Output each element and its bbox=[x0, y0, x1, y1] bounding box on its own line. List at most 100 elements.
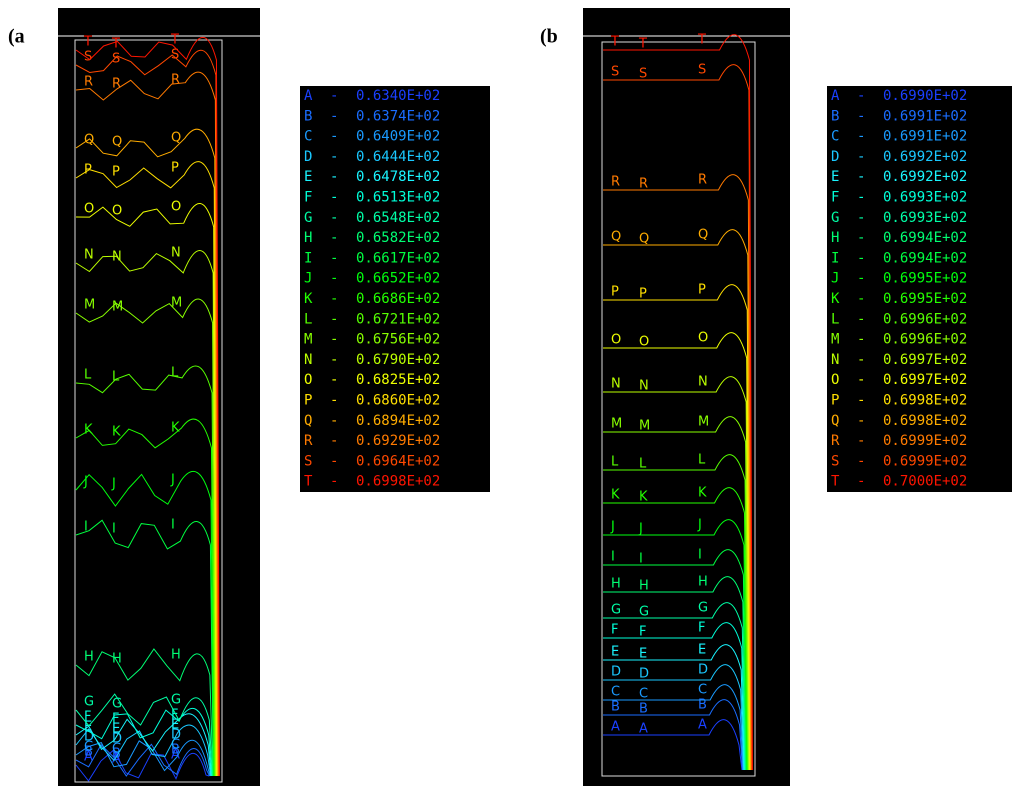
contour-label: C bbox=[698, 683, 707, 698]
legend-background bbox=[300, 86, 490, 492]
legend-value: 0.6992E+02 bbox=[883, 149, 967, 165]
contour-line bbox=[75, 648, 214, 777]
legend-dash: - bbox=[330, 291, 338, 307]
contour-label: F bbox=[698, 621, 705, 636]
legend-dash: - bbox=[330, 149, 338, 165]
contour-label: E bbox=[171, 718, 179, 733]
legend-letter: Q bbox=[831, 413, 839, 429]
legend-value: 0.6860E+02 bbox=[356, 393, 440, 409]
contour-label: I bbox=[639, 552, 643, 567]
legend-dash: - bbox=[330, 190, 338, 206]
legend-letter: H bbox=[831, 230, 839, 246]
contour-line bbox=[75, 298, 217, 777]
contour-line bbox=[75, 365, 216, 777]
legend-dash: - bbox=[330, 108, 338, 124]
legend-value: 0.6756E+02 bbox=[356, 332, 440, 348]
legend-letter: L bbox=[831, 311, 839, 327]
contour-label: H bbox=[611, 577, 621, 592]
legend-value: 0.6721E+02 bbox=[356, 311, 440, 327]
contour-label: H bbox=[698, 575, 708, 590]
legend-letter: D bbox=[831, 149, 839, 165]
legend-value: 0.6998E+02 bbox=[356, 474, 440, 490]
contour-line bbox=[75, 203, 218, 777]
legend-dash: - bbox=[330, 250, 338, 266]
contour-label: P bbox=[611, 285, 619, 300]
contour-line bbox=[603, 519, 748, 771]
legend-value: 0.6825E+02 bbox=[356, 372, 440, 388]
panel-label: (b bbox=[540, 26, 558, 48]
contour-label: T bbox=[697, 33, 706, 48]
contour-label: S bbox=[639, 67, 647, 82]
contour-label: Q bbox=[698, 228, 708, 243]
contour-label: S bbox=[171, 48, 179, 63]
legend-dash: - bbox=[857, 169, 865, 185]
legend-value: 0.6991E+02 bbox=[883, 108, 967, 124]
contour-label: C bbox=[171, 738, 180, 753]
contour-line bbox=[75, 470, 215, 777]
contour-label: A bbox=[611, 720, 620, 735]
contour-label: E bbox=[611, 645, 619, 660]
contour-label: D bbox=[171, 728, 181, 743]
contour-line bbox=[603, 644, 745, 771]
legend-dash: - bbox=[857, 453, 865, 469]
legend-dash: - bbox=[857, 210, 865, 226]
legend-value: 0.6964E+02 bbox=[356, 453, 440, 469]
legend-dash: - bbox=[330, 169, 338, 185]
legend-letter: G bbox=[304, 210, 312, 226]
contour-label: O bbox=[112, 204, 122, 219]
legend-dash: - bbox=[857, 393, 865, 409]
contour-label: R bbox=[611, 175, 620, 190]
contour-label: H bbox=[112, 652, 122, 667]
legend-letter: O bbox=[831, 372, 839, 388]
legend-value: 0.6993E+02 bbox=[883, 190, 967, 206]
contour-label: G bbox=[84, 695, 94, 710]
legend-value: 0.6994E+02 bbox=[883, 250, 967, 266]
legend-letter: R bbox=[831, 433, 840, 449]
contour-label: N bbox=[611, 377, 621, 392]
legend-value: 0.6990E+02 bbox=[883, 88, 967, 104]
contour-label: L bbox=[84, 368, 92, 383]
contour-line bbox=[603, 284, 751, 771]
contour-label: T bbox=[610, 35, 619, 50]
legend-value: 0.6478E+02 bbox=[356, 169, 440, 185]
contour-label: O bbox=[611, 333, 621, 348]
legend-letter: D bbox=[304, 149, 312, 165]
contour-label: C bbox=[84, 740, 93, 755]
contour-line bbox=[603, 64, 753, 771]
contour-label: O bbox=[171, 200, 181, 215]
contour-label: S bbox=[698, 63, 706, 78]
contour-label: J bbox=[638, 522, 643, 537]
contour-line bbox=[75, 749, 210, 782]
contour-label: A bbox=[171, 748, 180, 763]
legend-letter: F bbox=[831, 190, 839, 206]
contour-line bbox=[603, 34, 753, 771]
contour-line bbox=[603, 416, 750, 771]
legend-value: 0.6790E+02 bbox=[356, 352, 440, 368]
legend-letter: L bbox=[304, 311, 312, 327]
legend-value: 0.6409E+02 bbox=[356, 129, 440, 145]
contour-label: E bbox=[112, 722, 120, 737]
contour-label: R bbox=[112, 77, 121, 92]
contour-label: K bbox=[639, 490, 648, 505]
contour-label: O bbox=[698, 331, 708, 346]
legend-letter: O bbox=[304, 372, 312, 388]
contour-label: G bbox=[639, 605, 649, 620]
contour-line bbox=[75, 693, 213, 777]
contour-label: F bbox=[112, 712, 119, 727]
legend-letter: S bbox=[304, 453, 312, 469]
legend-dash: - bbox=[330, 311, 338, 327]
contour-label: F bbox=[639, 625, 646, 640]
domain-box bbox=[601, 41, 756, 777]
contour-label: H bbox=[639, 579, 649, 594]
legend-value: 0.6997E+02 bbox=[883, 352, 967, 368]
contour-line bbox=[75, 724, 212, 777]
contour-label: T bbox=[638, 37, 647, 52]
contour-label: B bbox=[611, 700, 620, 715]
contour-label: F bbox=[171, 708, 178, 723]
contour-label: J bbox=[697, 518, 702, 533]
contour-label: M bbox=[698, 415, 709, 430]
legend-letter: A bbox=[304, 88, 313, 104]
contour-label: S bbox=[112, 52, 120, 67]
legend-letter: C bbox=[304, 129, 312, 145]
legend-letter: M bbox=[831, 332, 839, 348]
